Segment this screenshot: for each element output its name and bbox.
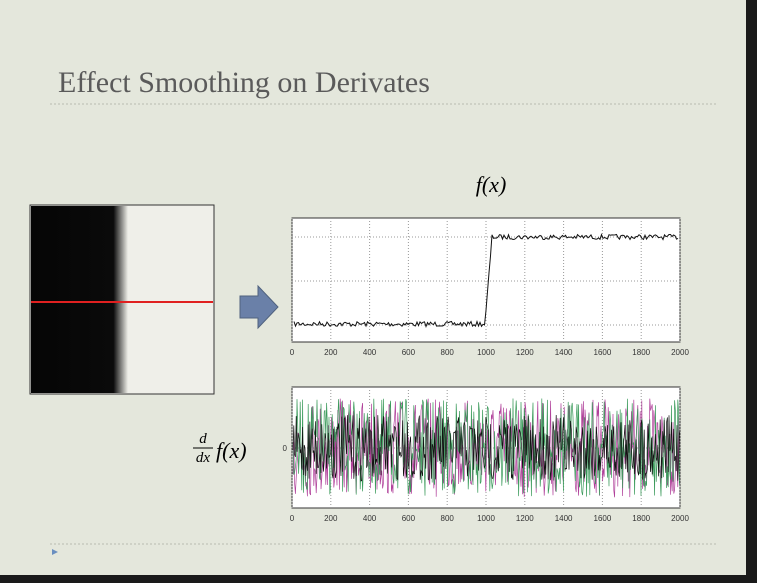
slide-title: Effect Smoothing on Derivates <box>58 66 430 99</box>
fraction-denominator: dx <box>196 450 211 466</box>
x-tick-label: 1200 <box>516 348 534 357</box>
x-tick-label: 600 <box>402 348 416 357</box>
x-tick-label: 1600 <box>594 514 612 523</box>
x-tick-label: 1000 <box>477 514 495 523</box>
x-tick-label: 1800 <box>632 514 650 523</box>
x-tick-label: 400 <box>363 514 377 523</box>
x-tick-label: 0 <box>290 348 295 357</box>
x-tick-label: 1400 <box>555 514 573 523</box>
y-tick-label: 0 <box>283 444 288 453</box>
slide: Effect Smoothing on Derivates f(x) d dx … <box>0 0 757 583</box>
x-tick-label: 0 <box>290 514 295 523</box>
plot-label: f(x) <box>216 438 247 463</box>
x-tick-label: 800 <box>441 348 455 357</box>
x-tick-label: 2000 <box>671 514 689 523</box>
x-tick-label: 200 <box>324 514 338 523</box>
fraction-numerator: d <box>199 431 207 447</box>
x-tick-label: 1800 <box>632 348 650 357</box>
x-tick-label: 1200 <box>516 514 534 523</box>
x-tick-label: 400 <box>363 348 377 357</box>
x-tick-label: 1600 <box>594 348 612 357</box>
plot-label: f(x) <box>476 172 507 197</box>
x-tick-label: 200 <box>324 348 338 357</box>
x-tick-label: 600 <box>402 514 416 523</box>
edge-image <box>30 205 214 394</box>
x-tick-label: 2000 <box>671 348 689 357</box>
x-tick-label: 800 <box>441 514 455 523</box>
x-tick-label: 1000 <box>477 348 495 357</box>
x-tick-label: 1400 <box>555 348 573 357</box>
